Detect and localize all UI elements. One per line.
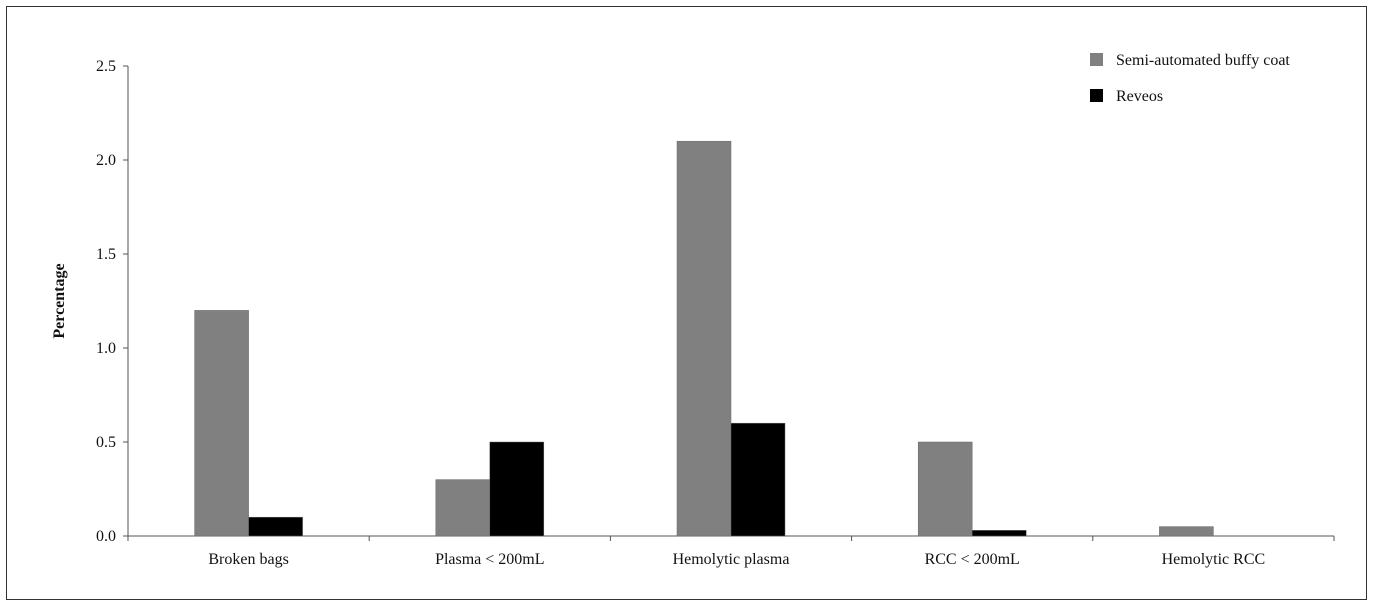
bar-reveos-1: [489, 441, 545, 537]
x-category-label: RCC < 200mL: [925, 551, 1020, 568]
bar-reveos-3: [971, 530, 1027, 537]
y-tick-label: 0.5: [96, 434, 116, 451]
bar-semi-automated-4: [1159, 526, 1214, 537]
y-tick-label: 2.5: [96, 58, 116, 75]
legend-label-reveos: Reveos: [1116, 88, 1163, 105]
y-axis-title: Percentage: [51, 263, 68, 338]
x-axis-ticks: Broken bags Plasma < 200mL Hemolytic plasm…: [127, 536, 1335, 568]
y-tick-label: 0.0: [96, 528, 116, 545]
bars-group: [194, 140, 1214, 537]
bar-semi-automated-3: [917, 441, 973, 537]
legend-label-semi-automated: Semi-automated buffy coat: [1116, 52, 1290, 69]
legend-swatch-semi-automated: [1090, 53, 1103, 66]
x-category-label: Hemolytic plasma: [673, 551, 790, 568]
y-tick-label: 1.0: [96, 340, 116, 357]
legend-swatch-reveos: [1090, 89, 1103, 102]
bar-semi-automated-1: [435, 479, 491, 537]
x-category-label: Plasma < 200mL: [435, 551, 544, 568]
y-tick-label: 1.5: [96, 246, 116, 263]
bar-reveos-0: [248, 516, 303, 537]
bar-reveos-2: [730, 422, 786, 537]
bar-semi-automated-0: [194, 310, 249, 537]
legend: Semi-automated buffy coat Reveos: [1090, 52, 1290, 105]
x-category-label: Broken bags: [208, 551, 288, 568]
bar-semi-automated-2: [676, 140, 732, 537]
y-tick-label: 2.0: [96, 152, 116, 169]
y-axis-ticks: 0.0 0.5 1.0 1.5 2.0 2.5: [96, 58, 128, 545]
x-category-label: Hemolytic RCC: [1162, 551, 1266, 568]
